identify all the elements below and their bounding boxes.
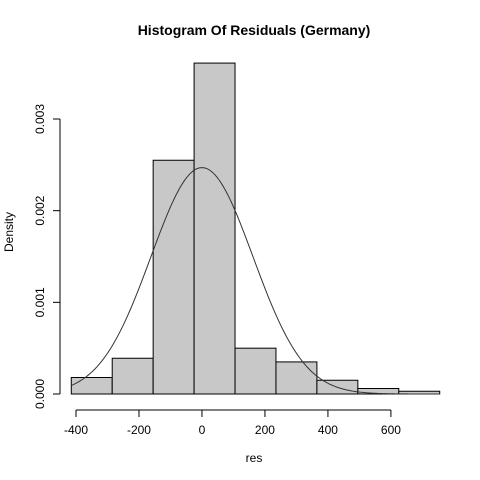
histogram-bar-3 [152,159,195,395]
histogram-bar-5 [234,347,277,395]
x-tick-label: 400 [318,423,338,437]
y-tick-label: 0.002 [33,195,47,225]
histogram-bar-4 [193,62,236,395]
x-tick-label: -400 [64,423,88,437]
histogram-bar-6 [275,361,318,395]
x-axis-label: res [246,451,263,465]
y-tick-label: 0.003 [33,104,47,134]
x-tick-label: 0 [199,423,206,437]
y-axis-label: Density [2,212,16,252]
histogram-bar-2 [111,357,154,395]
x-axis: -400 -200 0 200 400 600 [64,409,401,437]
x-tick-label: 600 [381,423,401,437]
density-curve [71,167,440,395]
x-tick-label: 200 [255,423,275,437]
histogram-bars [70,62,441,395]
y-tick-label: 0.000 [33,379,47,409]
x-tick-label: -200 [127,423,151,437]
histogram-bar-1 [70,377,113,395]
y-axis-ticks: 0.000 0.001 0.002 0.003 [33,104,60,409]
y-axis: 0.000 0.001 0.002 0.003 [33,104,61,409]
y-tick-label: 0.001 [33,287,47,317]
x-axis-ticks: -400 -200 0 200 400 600 [64,410,401,437]
chart-title: Histogram Of Residuals (Germany) [138,22,371,38]
